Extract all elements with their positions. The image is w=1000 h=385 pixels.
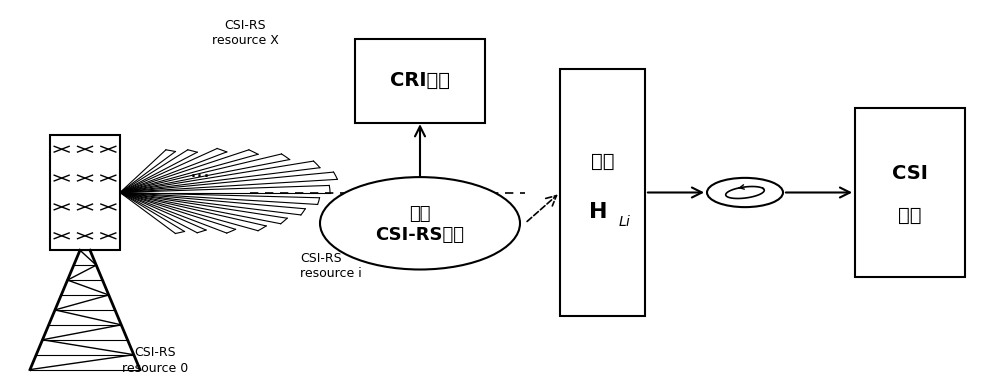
Polygon shape [120, 192, 236, 233]
Polygon shape [120, 150, 175, 192]
Polygon shape [120, 192, 320, 204]
Bar [560, 69, 645, 316]
Text: CSI: CSI [892, 164, 928, 183]
Polygon shape [120, 161, 320, 192]
Text: $\mathit{Li}$: $\mathit{Li}$ [618, 214, 631, 229]
Polygon shape [120, 192, 287, 224]
Text: CSI-RS
resource i: CSI-RS resource i [300, 252, 362, 280]
Text: CSI-RS
resource 0: CSI-RS resource 0 [122, 346, 188, 375]
Polygon shape [120, 150, 258, 192]
Polygon shape [120, 192, 184, 233]
Text: 反馈: 反馈 [898, 206, 922, 225]
Ellipse shape [320, 177, 520, 270]
Text: 信道: 信道 [591, 152, 614, 171]
Bar [855, 108, 965, 277]
Polygon shape [120, 186, 330, 192]
Text: CSI-RS导频: CSI-RS导频 [376, 226, 464, 244]
Circle shape [707, 178, 783, 207]
Polygon shape [120, 149, 227, 192]
Polygon shape [120, 192, 305, 215]
Polygon shape [120, 150, 197, 192]
Bar [50, 135, 120, 250]
Text: ...: ... [190, 161, 210, 181]
Polygon shape [120, 192, 266, 231]
Polygon shape [120, 192, 206, 233]
Polygon shape [120, 154, 290, 192]
Text: $\mathbf{H}$: $\mathbf{H}$ [588, 202, 607, 222]
Bar [355, 38, 485, 123]
Text: CRI反馈: CRI反馈 [390, 71, 450, 90]
Text: 选择: 选择 [409, 205, 431, 223]
Text: CSI-RS
resource X: CSI-RS resource X [212, 19, 278, 47]
Polygon shape [120, 172, 337, 192]
